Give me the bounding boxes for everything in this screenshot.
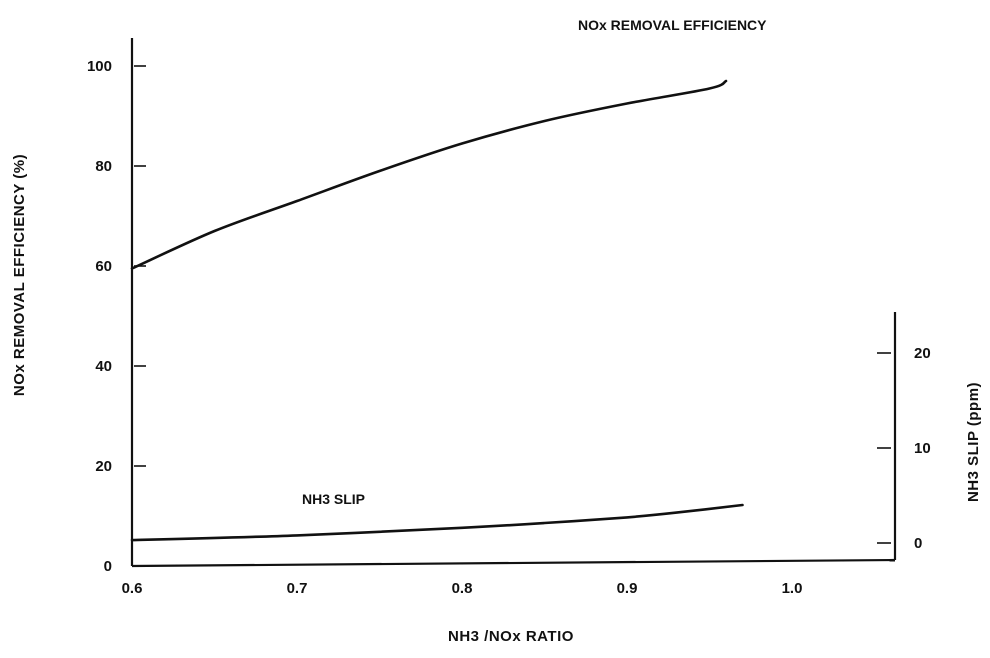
- nox-removal-efficiency-line: [130, 79, 728, 270]
- x-axis-line: [131, 558, 896, 568]
- chart-ticks: 0 20 40 60 80 100 0 10 20 0.6 0.7 0.8 0.9 1.0: [87, 58, 931, 597]
- x-tick-label: 0.9: [617, 580, 638, 597]
- left-y-tick-label: 80: [95, 158, 112, 175]
- chart-series: [130, 79, 744, 542]
- right-y-tick-label: 20: [914, 345, 931, 362]
- left-y-axis-title: NOx REMOVAL EFFICIENCY (%): [11, 154, 28, 396]
- left-y-tick-label: 40: [95, 358, 112, 375]
- right-y-tick-label: 0: [914, 535, 922, 552]
- x-axis-title: NH3 /NOx RATIO: [448, 628, 574, 645]
- right-y-axis-title: NH3 SLIP (ppm): [965, 382, 982, 502]
- x-tick-label: 0.6: [122, 580, 143, 597]
- nh3-slip-line: [130, 503, 744, 542]
- right-y-tick-label: 10: [914, 440, 931, 457]
- chart-labels: NOx REMOVAL EFFICIENCY NH3 SLIP NH3 /NOx R…: [11, 17, 982, 645]
- left-y-tick-label: 0: [104, 558, 112, 575]
- x-tick-label: 0.8: [452, 580, 473, 597]
- chart-axes: [130, 38, 897, 568]
- left-y-tick-label: 60: [95, 258, 112, 275]
- left-y-tick-label: 100: [87, 58, 112, 75]
- series-label-nh3-slip: NH3 SLIP: [302, 491, 365, 507]
- left-y-tick-label: 20: [95, 458, 112, 475]
- x-tick-label: 0.7: [287, 580, 308, 597]
- x-tick-label: 1.0: [782, 580, 803, 597]
- series-label-nox-removal: NOx REMOVAL EFFICIENCY: [578, 17, 767, 33]
